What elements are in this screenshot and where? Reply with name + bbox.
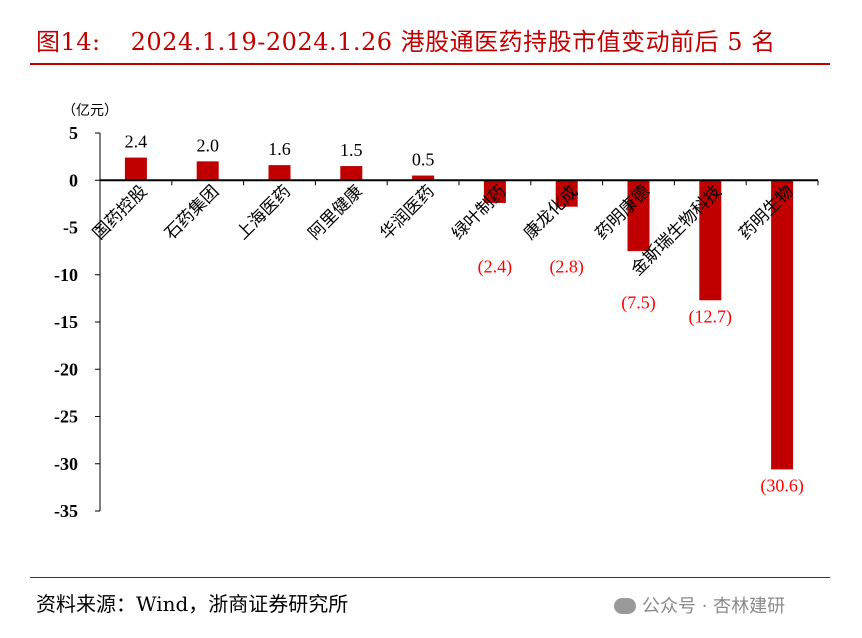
- y-tick-label: -5: [63, 218, 78, 238]
- title-rule: [30, 63, 830, 65]
- category-label: 阿里健康: [305, 182, 367, 244]
- y-tick-label: -25: [54, 407, 78, 427]
- y-tick-label: 5: [69, 123, 78, 143]
- bar-7: [555, 180, 578, 207]
- category-label: 上海医药: [233, 182, 295, 244]
- bar-2: [196, 161, 219, 181]
- category-label: 石药集团: [161, 182, 223, 244]
- category-label: 国药控股: [89, 182, 151, 244]
- source-note: 资料来源：Wind，浙商证券研究所: [36, 592, 349, 616]
- data-label: (7.5): [621, 292, 656, 313]
- footer-rule: [30, 577, 830, 578]
- bar-9: [699, 180, 722, 301]
- y-tick-label: -20: [54, 359, 78, 379]
- y-tick-label: -30: [54, 454, 78, 474]
- watermark-text: 公众号 · 杏林建研: [642, 596, 786, 617]
- data-label: (2.4): [478, 256, 513, 277]
- data-label: 1.5: [340, 140, 363, 160]
- watermark: 公众号 · 杏林建研: [614, 592, 785, 618]
- data-label: 2.0: [196, 135, 219, 155]
- figure-number: 图14:: [36, 28, 101, 56]
- y-tick-label: 0: [69, 170, 78, 190]
- category-label: 康龙化成: [520, 182, 582, 244]
- y-tick-label: -15: [54, 312, 78, 332]
- y-unit-label: （亿元）: [62, 103, 118, 119]
- bar-3: [268, 165, 291, 181]
- bar-4: [340, 166, 363, 181]
- category-label: 绿叶制药: [448, 182, 510, 244]
- bar-1: [124, 157, 147, 181]
- bar-8: [627, 180, 650, 252]
- data-label: 0.5: [412, 150, 435, 170]
- wechat-icon: [614, 598, 636, 614]
- y-tick-label: -10: [54, 265, 78, 285]
- y-tick-label: -35: [54, 501, 78, 521]
- category-label: 华润医药: [376, 182, 438, 244]
- data-label: (12.7): [689, 306, 733, 327]
- bar-6: [483, 180, 506, 203]
- data-label: 2.4: [125, 132, 148, 152]
- bar-5: [412, 175, 435, 181]
- figure-title: 图14: 2024.1.19-2024.1.26 港股通医药持股市值变动前后 5 …: [36, 22, 776, 57]
- bar-10: [771, 180, 794, 470]
- figure-title-text: 2024.1.19-2024.1.26 港股通医药持股市值变动前后 5 名: [130, 28, 776, 56]
- data-label: (30.6): [760, 475, 804, 496]
- data-label: (2.8): [549, 256, 584, 277]
- data-label: 1.6: [268, 139, 291, 159]
